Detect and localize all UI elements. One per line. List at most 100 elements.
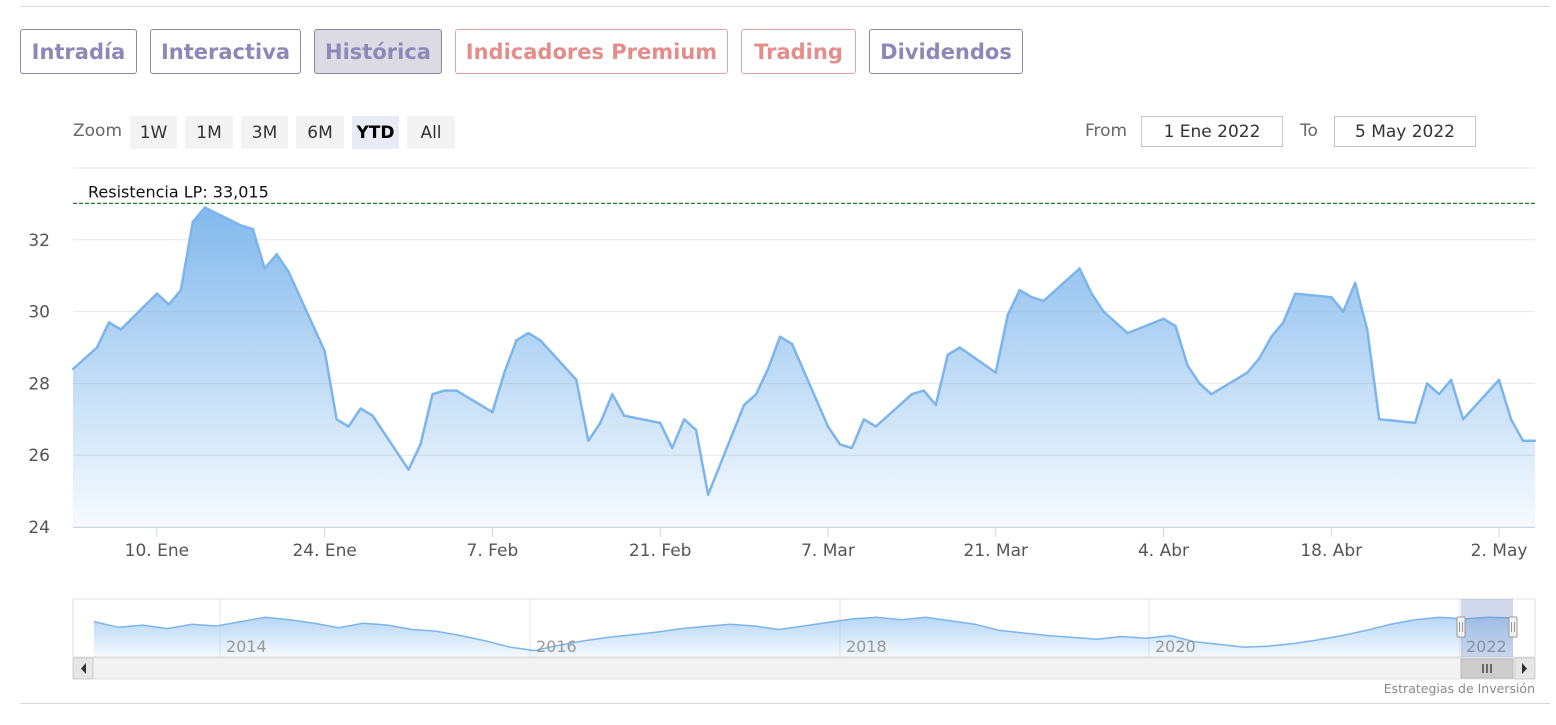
data-point (1413, 421, 1417, 425)
data-point (155, 292, 159, 295)
data-point (263, 267, 266, 270)
data-point (623, 414, 626, 417)
navigator-area (94, 617, 1513, 657)
tab-trading[interactable]: Trading (741, 29, 856, 74)
data-point (1114, 321, 1117, 324)
data-point (778, 335, 782, 338)
zoom-3m-button[interactable]: 3M (241, 116, 288, 149)
data-point (706, 493, 710, 496)
y-tick-label: 24 (28, 518, 50, 538)
data-point (1174, 324, 1177, 328)
zoom-ytd-button[interactable]: YTD (352, 116, 399, 149)
data-point (119, 328, 123, 331)
data-point (682, 418, 686, 421)
y-tick-label: 32 (28, 231, 50, 251)
zoom-label: Zoom (73, 121, 123, 141)
data-point (658, 421, 662, 425)
top-divider (20, 6, 1550, 7)
data-point (1090, 292, 1093, 295)
zoom-1m-button[interactable]: 1M (185, 116, 233, 149)
x-tick-label: 2. May (1471, 541, 1528, 561)
navigator-year-label: 2022 (1466, 637, 1507, 656)
data-point (203, 206, 207, 209)
data-point (934, 403, 938, 407)
data-point (1282, 321, 1285, 324)
data-point (335, 418, 338, 421)
data-point (1461, 418, 1465, 421)
y-axis-labels: 24 26 28 30 32 (28, 231, 50, 538)
data-point (922, 389, 926, 392)
data-point (1078, 267, 1081, 270)
data-point (742, 403, 746, 407)
data-point (1533, 439, 1537, 443)
x-tick-label: 24. Ene (292, 541, 356, 561)
x-tick-label: 21. Mar (963, 541, 1028, 561)
data-point (994, 371, 997, 374)
to-date-input[interactable]: 5 May 2022 (1334, 116, 1476, 147)
tab-historica[interactable]: Histórica (314, 29, 442, 74)
data-point (1018, 288, 1021, 292)
x-tick-label: 10. Ene (125, 541, 189, 561)
scroll-left-button[interactable] (72, 657, 94, 680)
data-point (790, 342, 794, 346)
data-point (1378, 418, 1381, 421)
y-tick-label: 28 (28, 374, 50, 394)
data-point (1354, 281, 1357, 285)
data-point (527, 331, 530, 335)
data-point (826, 425, 830, 428)
data-point (874, 425, 878, 428)
data-point (1246, 371, 1249, 374)
data-point (611, 392, 614, 396)
annotation-layer: Resistencia LP: 33,015 (73, 182, 1535, 204)
bottom-divider (20, 703, 1550, 704)
x-tick-label: 21. Feb (629, 541, 692, 561)
data-point (407, 468, 410, 471)
data-point (910, 392, 914, 396)
data-point (191, 220, 195, 224)
data-point (1126, 331, 1129, 335)
navigator-year-label: 2016 (536, 637, 577, 656)
data-point (838, 443, 842, 446)
scrollbar-thumb[interactable] (1460, 658, 1514, 679)
series-line (72, 206, 1535, 496)
zoom-6m-button[interactable]: 6M (296, 116, 344, 149)
data-point (95, 346, 99, 349)
tab-indicadores-premium[interactable]: Indicadores Premium (455, 29, 728, 74)
data-point (1006, 313, 1009, 317)
data-point (1210, 392, 1213, 396)
data-point (1102, 310, 1105, 313)
data-point (491, 410, 494, 414)
data-point (1330, 296, 1333, 299)
tab-interactiva[interactable]: Interactiva (150, 29, 301, 74)
navigator-year-label: 2018 (846, 637, 887, 656)
data-point (1186, 364, 1189, 367)
data-point (371, 414, 374, 417)
data-point (167, 303, 171, 306)
grid-lines (73, 167, 1535, 528)
series-area (73, 207, 1535, 527)
x-tick-label: 4. Abr (1138, 541, 1189, 561)
data-point (1449, 378, 1453, 382)
data-point (275, 252, 278, 256)
data-point (1366, 328, 1369, 331)
from-date-input[interactable]: 1 Ene 2022 (1141, 116, 1283, 147)
navigator-scrollbar[interactable] (72, 657, 1536, 680)
navigator-year-label: 2014 (226, 637, 267, 656)
data-point (694, 428, 698, 432)
data-point (1030, 296, 1033, 299)
navigator-handle[interactable] (1456, 616, 1466, 638)
zoom-1w-button[interactable]: 1W (130, 116, 177, 149)
zoom-all-button[interactable]: All (407, 116, 455, 149)
navigator-handle[interactable] (1508, 616, 1518, 638)
data-point (958, 346, 961, 349)
chart-tabs: Intradía Interactiva Histórica Indicador… (20, 29, 1036, 74)
data-point (1437, 392, 1441, 396)
tab-dividendos[interactable]: Dividendos (869, 29, 1023, 74)
data-point (670, 446, 674, 450)
data-point (575, 378, 578, 382)
navigator-selection[interactable] (1461, 599, 1513, 657)
scroll-right-button[interactable] (1514, 657, 1536, 680)
data-point (515, 339, 518, 342)
tab-intradia[interactable]: Intradía (20, 29, 137, 74)
